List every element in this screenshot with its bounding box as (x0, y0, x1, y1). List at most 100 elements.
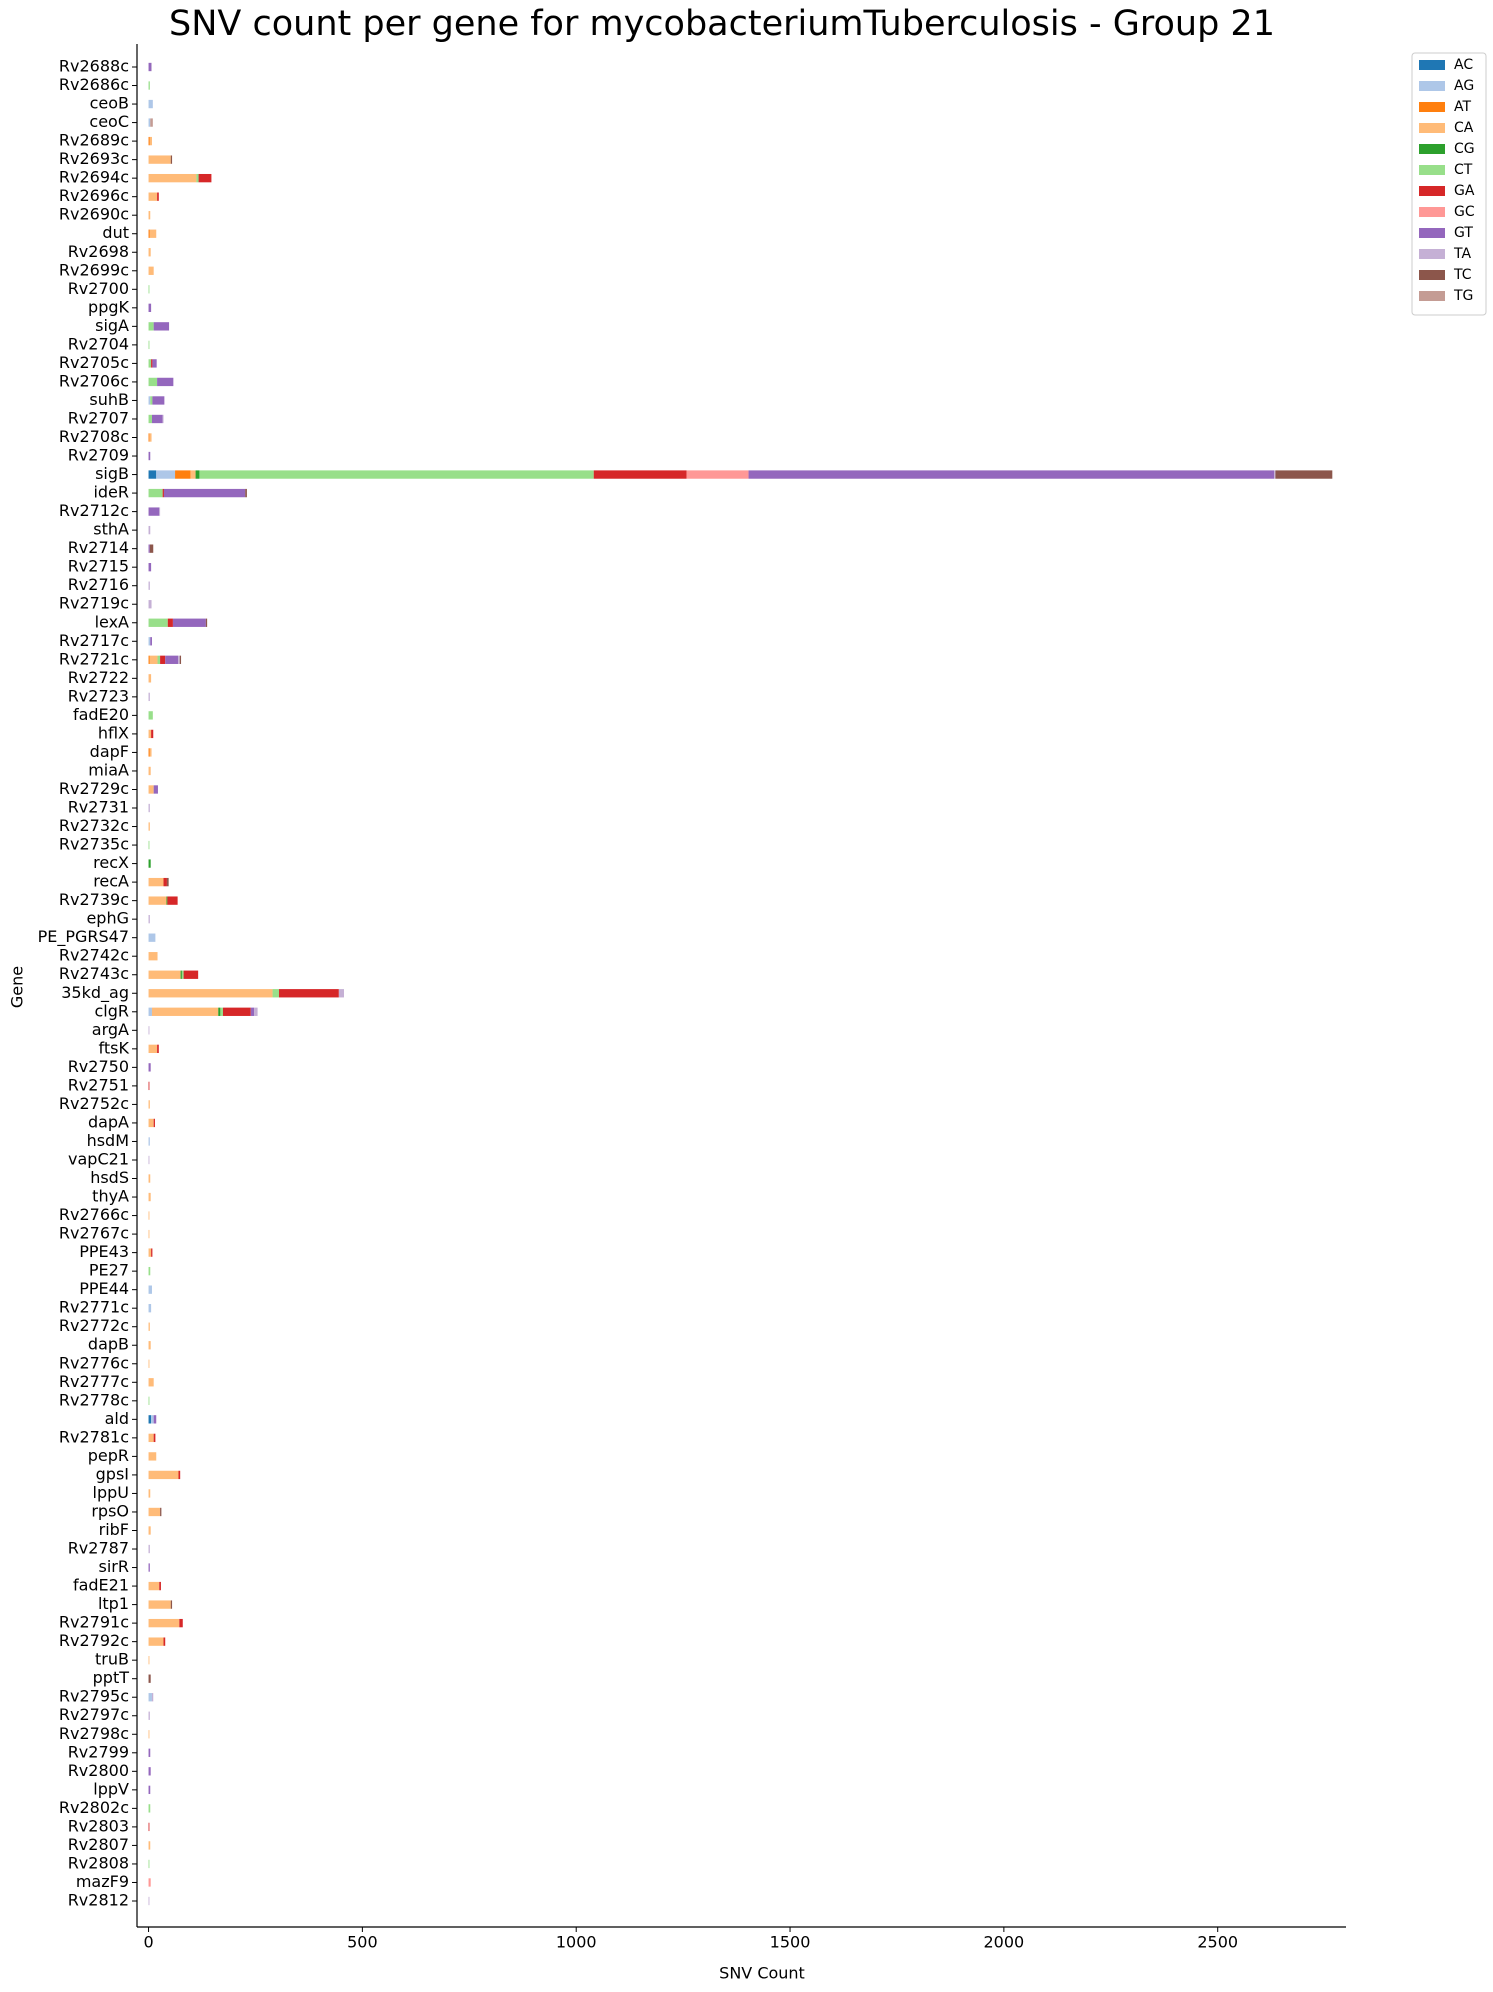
bar-segment (148, 1211, 150, 1220)
bar-segment (148, 1266, 151, 1276)
legend-swatch (1419, 270, 1445, 280)
bar-segment (254, 1007, 258, 1016)
y-tick-label: PE27 (89, 1261, 129, 1280)
y-tick-label: Rv2777c (59, 1372, 129, 1391)
y-tick-label: argA (92, 1020, 129, 1039)
y-tick-label: dapF (90, 742, 129, 761)
bar-segment (148, 1674, 151, 1683)
bar-segment (148, 1026, 150, 1035)
y-tick-label: miaA (88, 760, 129, 779)
bar-segment (160, 655, 166, 664)
y-tick-label: Rv2791c (59, 1613, 129, 1632)
bar-segment (153, 1118, 155, 1128)
bar-segment (148, 1007, 152, 1016)
bar-segment (148, 1600, 171, 1609)
bar-segment (148, 1433, 154, 1443)
y-tick-label: sthA (93, 520, 129, 539)
bar-segment (148, 377, 158, 387)
bar-segment (148, 1063, 151, 1072)
y-tick-label: Rv2739c (59, 890, 129, 909)
bar-segment (148, 229, 150, 238)
y-tick-label: hsdS (90, 1168, 129, 1187)
y-tick-label: Rv2732c (59, 816, 129, 835)
bar-segment (148, 1526, 151, 1535)
bar-segment (153, 1415, 157, 1424)
legend-label: AG (1454, 78, 1474, 94)
y-tick-label: Rv2729c (59, 779, 129, 798)
bar-segment (148, 1248, 152, 1257)
bar-segment (148, 840, 150, 850)
bar-segment (148, 1174, 151, 1183)
bar-segment (148, 1081, 150, 1091)
chart-title: SNV count per gene for mycobacteriumTube… (169, 4, 1275, 44)
bar-segment (180, 970, 182, 979)
bar-segment (196, 173, 199, 183)
bar-segment (148, 1507, 161, 1517)
bar-segment (148, 1804, 151, 1813)
bar-segment (148, 211, 151, 220)
y-tick-label: Rv2717c (59, 631, 129, 650)
bar-segment (148, 914, 150, 924)
bar-segment (148, 785, 154, 794)
bar-segment (149, 655, 158, 664)
bar-segment (149, 544, 154, 553)
y-tick-label: Rv2766c (59, 1205, 129, 1224)
bar-segment (149, 136, 152, 146)
bar-segment (167, 896, 178, 905)
bar-segment (148, 81, 150, 90)
x-tick-label: 1500 (770, 1933, 811, 1952)
y-tick-label: Rv2787 (68, 1539, 129, 1558)
legend-swatch (1419, 228, 1445, 238)
bar-segment (148, 766, 151, 776)
bar-segment (148, 1341, 151, 1350)
x-tick-label: 500 (347, 1933, 378, 1952)
legend-label: GT (1454, 225, 1473, 241)
bar-segment (152, 396, 165, 405)
bar-segment (163, 488, 246, 498)
y-tick-label: Rv2709 (68, 446, 129, 465)
legend-label: CG (1454, 141, 1475, 157)
y-tick-label: dut (102, 223, 129, 242)
bar-segment (148, 1489, 151, 1498)
y-tick-label: ltp1 (98, 1594, 129, 1613)
bar-segment (148, 248, 151, 257)
y-tick-label: PPE43 (79, 1242, 129, 1261)
y-tick-label: Rv2698 (68, 242, 129, 261)
y-tick-label: Rv2719c (59, 594, 129, 613)
bar-segment (162, 414, 164, 424)
y-tick-label: ceoC (89, 112, 129, 131)
bar-segment (148, 711, 153, 720)
legend-label: TC (1453, 267, 1472, 283)
bar-segment (205, 618, 208, 627)
bar-segment (148, 1618, 180, 1628)
y-tick-label: hflX (98, 723, 129, 742)
legend-label: GA (1454, 183, 1475, 199)
bar-segment (148, 340, 150, 350)
bar-segment (199, 470, 594, 479)
y-tick-label: recA (93, 872, 129, 891)
bar-segment (152, 359, 157, 368)
y-tick-label: ideR (93, 483, 129, 502)
y-tick-label: Rv2803 (68, 1816, 129, 1835)
y-tick-label: Rv2795c (59, 1687, 129, 1706)
bar-segment (148, 470, 157, 479)
y-tick-label: ppgK (88, 297, 129, 316)
bar-segment (148, 1359, 150, 1368)
bar-segment (148, 896, 167, 905)
y-tick-label: Rv2714 (68, 538, 129, 557)
bar-segment (149, 748, 152, 757)
legend-swatch (1419, 144, 1445, 154)
bar-segment (156, 470, 176, 479)
y-tick-label: Rv2781c (59, 1427, 129, 1446)
bar-segment (1275, 470, 1333, 479)
y-tick-label: PPE44 (79, 1279, 129, 1298)
y-tick-label: ceoB (90, 94, 129, 113)
bar-segment (151, 359, 153, 368)
legend-swatch (1419, 102, 1445, 112)
bar-segment (686, 470, 749, 479)
bar-segment (148, 488, 163, 498)
bar-segment (150, 637, 152, 646)
bar-segment (148, 1693, 152, 1702)
bar-segment (148, 581, 150, 590)
bar-segment (167, 618, 173, 627)
